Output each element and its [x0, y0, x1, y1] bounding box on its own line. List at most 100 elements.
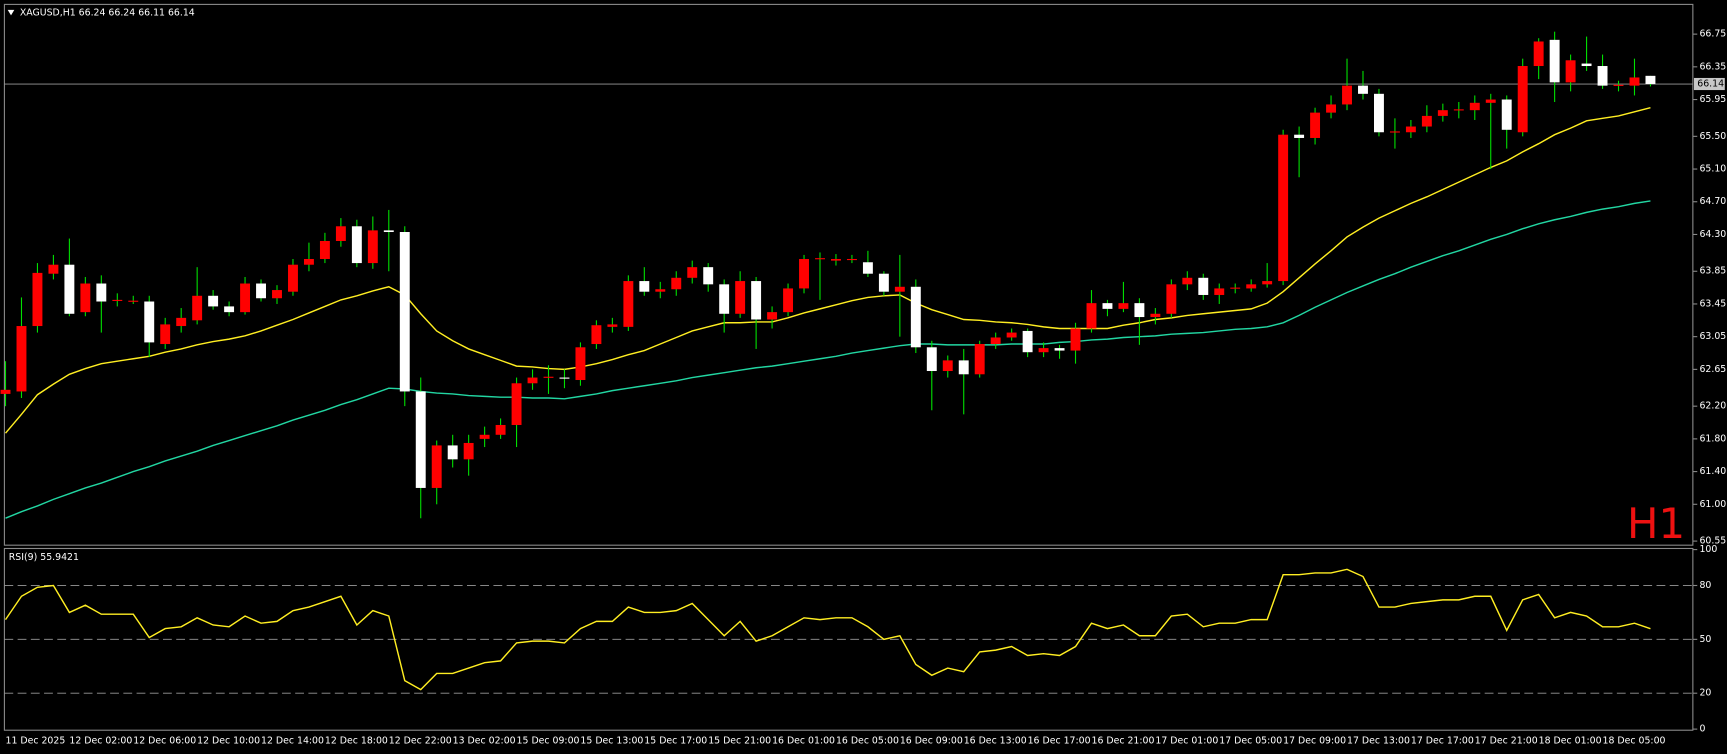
candle-body: [1358, 85, 1368, 94]
candle-body: [1517, 66, 1528, 133]
candle-body: [1182, 277, 1193, 285]
candle-body: [1054, 348, 1065, 351]
x-tick-label: 16 Dec 13:00: [964, 736, 1027, 747]
candle-body: [1262, 281, 1273, 285]
candle-body: [479, 434, 490, 439]
candle-body: [671, 277, 682, 290]
y-tick-label: 80: [1699, 580, 1711, 591]
candle-body: [1485, 99, 1496, 103]
candle-body: [0, 389, 11, 394]
candle-body: [831, 258, 841, 261]
candle-body: [176, 317, 187, 327]
candle-body: [878, 273, 889, 292]
candle-body: [272, 290, 282, 299]
candle-body: [112, 299, 123, 301]
candle-body: [591, 325, 602, 345]
candle-body: [1342, 85, 1352, 105]
candle-body: [1198, 277, 1209, 295]
candle-body: [527, 377, 538, 384]
x-tick-label: 15 Dec 21:00: [708, 736, 771, 747]
candle-body: [1310, 112, 1321, 138]
x-tick-label: 15 Dec 13:00: [580, 736, 643, 747]
candle-body: [575, 347, 586, 381]
candle-body: [607, 324, 618, 327]
candle-body: [926, 347, 937, 372]
x-tick-label: 18 Dec 05:00: [1603, 736, 1666, 747]
candle-body: [1533, 41, 1544, 67]
candle-body: [655, 289, 666, 292]
x-tick-label: 12 Dec 18:00: [325, 736, 388, 747]
y-tick-label: 61.00: [1699, 499, 1726, 510]
y-tick-label: 66.35: [1699, 61, 1726, 72]
candle-body: [815, 258, 825, 260]
candle-body: [1006, 332, 1017, 338]
candle-body: [48, 264, 59, 274]
candle-body: [1629, 77, 1640, 86]
candle-body: [1613, 84, 1624, 86]
x-tick-label: 16 Dec 09:00: [900, 736, 963, 747]
candle-body: [128, 300, 139, 302]
candle-body: [1389, 131, 1400, 133]
x-tick-label: 17 Dec 21:00: [1475, 736, 1538, 747]
x-tick-label: 12 Dec 14:00: [261, 736, 324, 747]
candle-body: [511, 383, 522, 425]
candle-body: [1581, 63, 1592, 67]
candle-body: [367, 230, 378, 264]
y-tick-label: 63.85: [1699, 266, 1726, 277]
x-tick-label: 17 Dec 13:00: [1347, 736, 1410, 747]
candle-body: [559, 377, 570, 379]
candle-body: [958, 360, 969, 375]
y-tick-label: 61.80: [1699, 433, 1726, 444]
candle-body: [1437, 110, 1448, 116]
candle-body: [1166, 284, 1177, 314]
candle-body: [735, 281, 746, 314]
menu-arrow[interactable]: [7, 9, 15, 16]
timeframe-label: H1: [1627, 499, 1685, 548]
x-tick-label: 18 Dec 01:00: [1539, 736, 1602, 747]
y-tick-label: 65.95: [1699, 94, 1726, 105]
y-tick-label: 63.05: [1699, 331, 1726, 342]
x-tick-label: 15 Dec 09:00: [517, 736, 580, 747]
candle-body: [910, 286, 921, 348]
candle-body: [383, 230, 394, 233]
candle-body: [687, 267, 698, 278]
candle-body: [1070, 328, 1081, 351]
y-tick-label: 0: [1699, 724, 1705, 735]
candle-body: [495, 424, 506, 435]
candle-body: [767, 312, 778, 320]
candle-body: [1118, 303, 1129, 309]
x-tick-label: 11 Dec 2025: [6, 736, 66, 747]
candle-body: [783, 288, 794, 313]
x-tick-label: 17 Dec 17:00: [1411, 736, 1474, 747]
candle-body: [639, 281, 650, 292]
candle-body: [319, 241, 330, 259]
candle-body: [1421, 115, 1432, 127]
current-price-label: 66.14: [1697, 79, 1724, 90]
y-tick-label: 20: [1699, 688, 1711, 699]
candle-body: [447, 445, 458, 460]
moving-average: [4, 107, 1651, 434]
candle-body: [1469, 102, 1480, 111]
candle-body: [1645, 75, 1656, 85]
candle-body: [1022, 330, 1033, 353]
x-tick-label: 17 Dec 09:00: [1283, 736, 1346, 747]
x-tick-label: 16 Dec 05:00: [836, 736, 899, 747]
candle-body: [160, 324, 171, 345]
candle-body: [703, 267, 714, 285]
x-tick-label: 13 Dec 02:00: [453, 736, 516, 747]
candle-body: [256, 283, 266, 299]
candle-body: [96, 283, 107, 302]
candle-body: [1549, 39, 1560, 83]
candle-body: [894, 286, 905, 292]
rsi-title: RSI(9) 55.9421: [9, 552, 79, 563]
candle-body: [144, 301, 155, 343]
y-tick-label: 65.50: [1699, 131, 1726, 142]
candle-body: [1597, 66, 1608, 86]
x-tick-label: 16 Dec 01:00: [772, 736, 835, 747]
candle-body: [623, 281, 634, 327]
y-tick-label: 63.45: [1699, 298, 1726, 309]
candle-body: [399, 232, 410, 392]
candle-body: [1453, 109, 1464, 111]
candle-body: [974, 344, 985, 375]
candle-body: [1326, 104, 1337, 113]
